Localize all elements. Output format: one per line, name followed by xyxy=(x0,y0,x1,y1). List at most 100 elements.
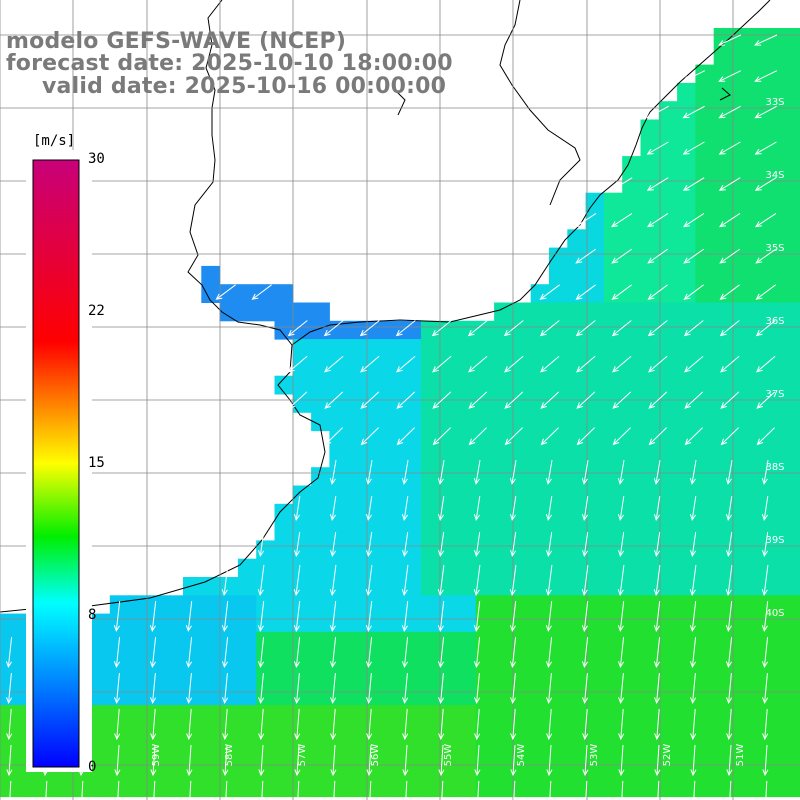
wind-speed-cell xyxy=(677,101,696,120)
wind-speed-cell xyxy=(786,540,800,560)
wind-speed-cell xyxy=(640,265,660,285)
wind-speed-cell xyxy=(164,650,184,669)
wind-speed-cell xyxy=(713,64,733,84)
wind-speed-cell xyxy=(603,741,623,761)
wind-speed-cell xyxy=(128,650,147,669)
wind-speed-cell xyxy=(201,595,221,615)
wind-arrow xyxy=(612,355,632,373)
wind-arrow xyxy=(621,780,624,800)
wind-speed-cell xyxy=(420,686,440,706)
wind-speed-cell xyxy=(439,430,458,450)
wind-speed-cell xyxy=(402,522,422,541)
wind-speed-cell xyxy=(237,723,257,743)
wind-speed-cell xyxy=(494,577,513,596)
wind-speed-cell xyxy=(420,467,440,486)
wind-speed-cell xyxy=(549,412,568,432)
wind-speed-cell xyxy=(549,394,568,413)
wind-speed-cell xyxy=(695,156,715,175)
wind-speed-cell xyxy=(347,650,367,669)
wind-speed-cell xyxy=(402,412,422,432)
wind-speed-cell xyxy=(567,375,587,395)
wind-speed-cell xyxy=(786,64,800,84)
wind-arrow xyxy=(432,391,452,409)
wind-arrow xyxy=(365,637,373,669)
lon-label: 56W xyxy=(370,744,381,767)
wind-speed-cell xyxy=(713,577,733,596)
wind-arrow xyxy=(725,460,733,485)
wind-arrow xyxy=(690,708,697,741)
wind-speed-cell xyxy=(439,595,458,615)
wind-speed-cell xyxy=(585,375,605,395)
wind-arrow xyxy=(114,673,121,705)
wind-arrow xyxy=(617,601,625,633)
wind-speed-cell xyxy=(585,577,605,596)
wind-speed-cell xyxy=(402,448,422,468)
wind-speed-cell xyxy=(457,558,477,578)
wind-speed-cell xyxy=(567,558,587,578)
wind-speed-cell xyxy=(603,448,623,468)
wind-speed-cell xyxy=(658,741,678,761)
wind-speed-cell xyxy=(457,705,477,724)
wind-speed-cell xyxy=(695,540,715,560)
wind-arrow xyxy=(653,601,661,633)
wind-speed-cell xyxy=(109,741,129,761)
wind-speed-cell xyxy=(695,137,715,157)
wind-speed-cell xyxy=(274,631,294,651)
wind-speed-cell xyxy=(274,284,294,303)
wind-speed-cell xyxy=(713,137,733,157)
wind-arrow xyxy=(684,427,703,446)
wind-speed-cell xyxy=(622,174,641,194)
wind-speed-cell xyxy=(292,339,312,358)
wind-speed-cell xyxy=(640,723,660,743)
wind-arrow xyxy=(546,673,553,705)
wind-speed-cell xyxy=(164,760,184,779)
wind-speed-cell xyxy=(329,595,349,615)
wind-speed-cell xyxy=(713,265,733,285)
wind-speed-cell xyxy=(732,265,751,285)
wind-speed-cell xyxy=(420,339,440,358)
wind-speed-cell xyxy=(768,613,788,633)
wind-arrow xyxy=(618,708,625,741)
wind-speed-cell xyxy=(237,760,257,779)
wind-speed-cell xyxy=(530,467,550,486)
wind-arrow xyxy=(437,637,445,669)
wind-speed-cell xyxy=(201,686,221,706)
wind-arrow xyxy=(765,780,768,800)
wind-speed-cell xyxy=(750,394,770,413)
wind-speed-cell xyxy=(475,503,495,523)
wind-speed-cell xyxy=(219,650,239,669)
wind-speed-cell xyxy=(768,247,788,267)
wind-speed-cell xyxy=(640,302,660,322)
wind-speed-cell xyxy=(457,320,477,340)
wind-arrow xyxy=(437,496,445,522)
wind-speed-cell xyxy=(146,650,166,669)
wind-speed-cell xyxy=(237,778,257,798)
wind-speed-cell xyxy=(732,82,751,102)
wind-speed-cell xyxy=(786,522,800,541)
wind-arrow xyxy=(438,744,445,777)
wind-arrow xyxy=(330,532,337,558)
wind-arrow xyxy=(718,34,742,46)
wind-speed-cell xyxy=(768,430,788,450)
wind-speed-cell xyxy=(603,192,623,212)
wind-speed-cell xyxy=(420,320,440,340)
wind-speed-cell xyxy=(750,46,770,66)
wind-speed-cell xyxy=(512,540,532,560)
wind-speed-cell xyxy=(201,760,221,779)
wind-speed-cell xyxy=(164,631,184,651)
wind-speed-cell xyxy=(494,412,513,432)
wind-speed-cell xyxy=(347,595,367,615)
wind-arrow xyxy=(113,637,121,669)
wind-speed-cell xyxy=(677,302,696,322)
wind-speed-cell xyxy=(695,467,715,486)
wind-speed-cell xyxy=(713,375,733,395)
wind-speed-cell xyxy=(549,705,568,724)
wind-speed-cell xyxy=(622,192,641,212)
wind-arrow xyxy=(437,565,445,597)
wind-speed-cell xyxy=(475,760,495,779)
wind-arrow xyxy=(610,177,633,191)
wind-arrow xyxy=(755,320,776,337)
wind-speed-cell xyxy=(420,485,440,505)
wind-speed-cell xyxy=(640,229,660,249)
wind-speed-cell xyxy=(549,613,568,633)
